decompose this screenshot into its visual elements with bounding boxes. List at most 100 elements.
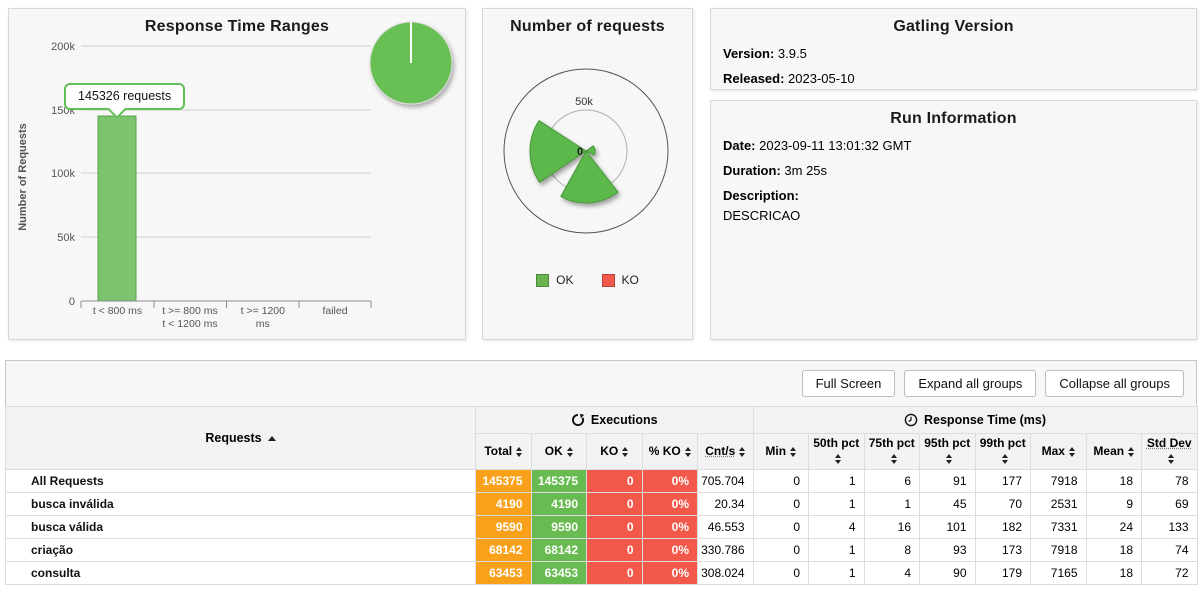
column-header-p50[interactable]: 50th pct xyxy=(808,432,865,471)
cell-p50: 4 xyxy=(808,515,865,540)
legend-item-ko[interactable]: KO xyxy=(601,273,639,287)
cell-max: 7918 xyxy=(1030,469,1087,494)
cell-p95: 101 xyxy=(919,515,976,540)
full-screen-button[interactable]: Full Screen xyxy=(801,370,896,397)
cell-stddev: 69 xyxy=(1141,492,1198,517)
released-line: Released: 2023-05-10 xyxy=(711,71,1196,86)
column-label: 99th pct xyxy=(979,436,1026,450)
polar-wedge[interactable] xyxy=(560,150,619,204)
cell-max: 2531 xyxy=(1030,492,1087,517)
cell-cnts: 46.553 xyxy=(697,515,754,540)
cell-ok: 145375 xyxy=(530,469,587,494)
column-header-min[interactable]: Min xyxy=(752,432,809,471)
column-header-mean[interactable]: Mean xyxy=(1085,432,1142,471)
collapse-all-groups-button[interactable]: Collapse all groups xyxy=(1045,370,1184,397)
panel-title: Response Time Ranges xyxy=(144,18,330,35)
cell-ko: 0 xyxy=(586,515,643,540)
polar-wedge[interactable] xyxy=(585,145,596,156)
column-header-ko[interactable]: KO xyxy=(586,432,643,471)
ok-ko-legend: OK KO xyxy=(483,273,692,287)
column-label: Max xyxy=(1041,443,1065,458)
request-name-link[interactable]: criação xyxy=(5,538,476,563)
description-label: Description: xyxy=(723,188,799,203)
x-axis-label: failed xyxy=(322,305,347,317)
x-axis-label: t < 1200 ms xyxy=(162,318,217,330)
cell-mean: 9 xyxy=(1085,492,1142,517)
column-label: 75th pct xyxy=(868,436,915,450)
y-tick-label: 50k xyxy=(57,232,75,244)
bar-tooltip: 145326 requests xyxy=(64,83,186,110)
stats-toolbar: Full Screen Expand all groups Collapse a… xyxy=(5,360,1197,406)
expand-all-groups-button[interactable]: Expand all groups xyxy=(904,370,1037,397)
cell-p95: 90 xyxy=(919,561,976,586)
sort-icon xyxy=(890,454,897,465)
column-label: % KO xyxy=(648,443,681,458)
column-header-max[interactable]: Max xyxy=(1030,432,1087,471)
duration-line: Duration: 3m 25s xyxy=(711,163,1196,178)
cell-ok: 63453 xyxy=(530,561,587,586)
response-time-group-label: Response Time (ms) xyxy=(924,413,1047,427)
cell-p75: 4 xyxy=(863,561,920,586)
column-header-cnts[interactable]: Cnt/s xyxy=(697,432,754,471)
legend-label: OK xyxy=(556,273,574,287)
polar-wedge[interactable] xyxy=(529,120,587,183)
ring-label: 50k xyxy=(575,96,593,108)
column-header-ok[interactable]: OK xyxy=(530,432,587,471)
request-name-link[interactable]: busca inválida xyxy=(5,492,476,517)
bar-tooltip-text: 145326 requests xyxy=(78,89,172,103)
cell-stddev: 74 xyxy=(1141,538,1198,563)
bar-t-less-800ms[interactable] xyxy=(97,115,137,302)
column-header-total[interactable]: Total xyxy=(475,432,532,471)
ok-swatch-icon xyxy=(536,273,550,287)
cell-max: 7918 xyxy=(1030,538,1087,563)
requests-column-header[interactable]: Requests xyxy=(5,405,476,471)
cell-ok: 9590 xyxy=(530,515,587,540)
y-tick-label: 200k xyxy=(51,41,75,53)
sort-icon xyxy=(739,446,746,457)
cell-cnts: 308.024 xyxy=(697,561,754,586)
column-label: Mean xyxy=(1093,443,1125,458)
cell-ko: 0 xyxy=(586,469,643,494)
sort-icon xyxy=(835,454,842,465)
table-row: busca inválida 4190 4190 0 0% 20.34 0 1 1 45 70 253… xyxy=(5,492,1198,517)
response-time-ranges-chart: 200k 150k 100k 50k 0 Number of Requests … xyxy=(17,21,453,330)
column-header-p99[interactable]: 99th pct xyxy=(974,432,1031,471)
column-header-stddev[interactable]: Std Dev xyxy=(1141,432,1198,471)
cell-total: 68142 xyxy=(475,538,532,563)
legend-item-ok[interactable]: OK xyxy=(536,273,574,287)
gatling-version-panel: Gatling Version Version: 3.9.5 Released:… xyxy=(710,8,1197,90)
request-name-link[interactable]: All Requests xyxy=(5,469,476,494)
cell-p95: 93 xyxy=(919,538,976,563)
legend-label: KO xyxy=(621,273,639,287)
cell-p50: 1 xyxy=(808,538,865,563)
sort-icon xyxy=(566,446,573,457)
cell-ko_pct: 0% xyxy=(641,538,698,563)
sort-ascending-icon xyxy=(267,436,276,442)
duration-value: 3m 25s xyxy=(784,163,828,178)
duration-label: Duration: xyxy=(723,163,781,178)
y-tick-label: 0 xyxy=(69,296,75,308)
x-axis xyxy=(80,300,372,308)
number-of-requests-panel: Number of requests 50k 0 OK KO xyxy=(482,8,693,340)
cell-ko_pct: 0% xyxy=(641,492,698,517)
column-label: OK xyxy=(544,443,563,458)
requests-header-label: Requests xyxy=(205,431,262,446)
sort-icon xyxy=(1068,446,1075,457)
refresh-icon xyxy=(571,413,585,426)
run-information-panel: Run Information Date: 2023-09-11 13:01:3… xyxy=(710,100,1197,340)
request-name-link[interactable]: consulta xyxy=(5,561,476,586)
column-header-p95[interactable]: 95th pct xyxy=(919,432,976,471)
cell-mean: 18 xyxy=(1085,538,1142,563)
stats-table-body: All Requests 145375 145375 0 0% 705.704 0 1 6 91 1… xyxy=(5,469,1198,586)
column-header-ko-pct[interactable]: % KO xyxy=(641,432,698,471)
column-header-p75[interactable]: 75th pct xyxy=(863,432,920,471)
request-name-link[interactable]: busca válida xyxy=(5,515,476,540)
center-label: 0 xyxy=(577,146,583,158)
clock-icon xyxy=(904,413,918,427)
cell-p50: 1 xyxy=(808,469,865,494)
cell-min: 0 xyxy=(752,469,809,494)
cell-p75: 16 xyxy=(863,515,920,540)
y-tick-label: 100k xyxy=(51,168,75,180)
cell-cnts: 20.34 xyxy=(697,492,754,517)
x-axis-label: t >= 1200 xyxy=(241,305,286,317)
